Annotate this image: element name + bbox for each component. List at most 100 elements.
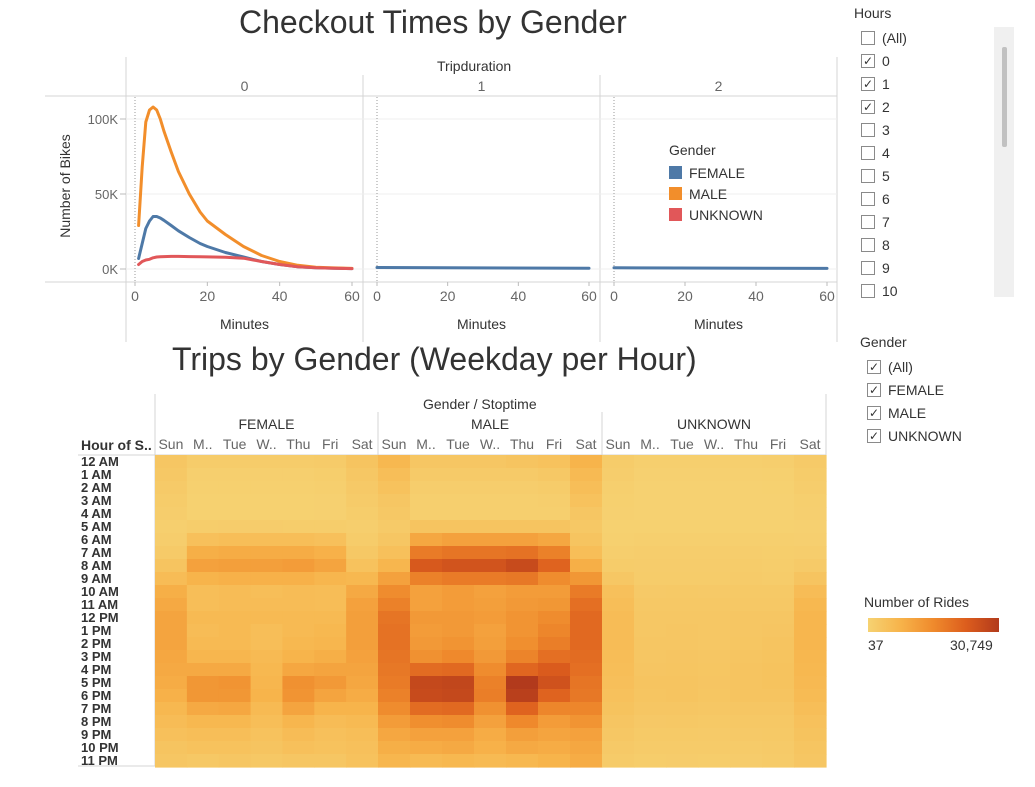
heatmap-cell xyxy=(410,689,443,703)
heatmap-cell xyxy=(250,494,284,508)
hours-filter-item[interactable]: (All) xyxy=(861,28,907,48)
gender-filter-item[interactable]: ✓ MALE xyxy=(867,403,926,423)
hours-checkbox[interactable] xyxy=(861,169,875,183)
heatmap-cell xyxy=(410,741,443,755)
heatmap-cell xyxy=(346,663,379,677)
heatmap-cell xyxy=(570,702,603,716)
heatmap-cell xyxy=(282,559,315,573)
gender-checkbox[interactable]: ✓ xyxy=(867,406,881,420)
heatmap-cell xyxy=(730,598,763,612)
heatmap-cell xyxy=(794,754,827,768)
heatmap-cell xyxy=(282,533,315,547)
hours-filter-item[interactable]: ✓ 1 xyxy=(861,74,890,94)
gender-filter-title: Gender xyxy=(860,334,907,350)
gender-checkbox[interactable]: ✓ xyxy=(867,383,881,397)
heatmap-cell xyxy=(666,728,699,742)
hours-checkbox[interactable] xyxy=(861,215,875,229)
hours-item-label: 8 xyxy=(882,237,890,253)
hours-filter-item[interactable]: 5 xyxy=(861,166,890,186)
day-label: Sat xyxy=(575,436,596,452)
hours-filter-item[interactable]: 4 xyxy=(861,143,890,163)
hours-checkbox[interactable] xyxy=(861,261,875,275)
heatmap-cell xyxy=(282,650,315,664)
panel-header-1: 1 xyxy=(478,78,486,94)
heatmap-cell xyxy=(570,481,603,495)
heatmap-cell xyxy=(186,689,220,703)
heatmap-cell xyxy=(155,598,188,612)
x-tick-label: 40 xyxy=(272,288,288,304)
heatmap-cell xyxy=(186,468,220,482)
heatmap-cell xyxy=(602,624,635,638)
legend-title: Gender xyxy=(669,142,716,158)
gender-filter-item[interactable]: ✓ UNKNOWN xyxy=(867,426,962,446)
heatmap-cell xyxy=(762,598,795,612)
heatmap-cell xyxy=(314,481,347,495)
hour-label: 12 AM xyxy=(81,454,119,469)
heatmap-cell xyxy=(346,533,379,547)
heatmap-cell xyxy=(314,494,347,508)
hours-checkbox[interactable]: ✓ xyxy=(861,54,875,68)
heatmap-cell xyxy=(602,598,635,612)
heatmap-title: Trips by Gender (Weekday per Hour) xyxy=(172,341,697,377)
heatmap-cell xyxy=(442,637,475,651)
heatmap-cell xyxy=(250,520,284,534)
heatmap-cell xyxy=(378,585,411,599)
hour-label: 8 PM xyxy=(81,714,111,729)
heatmap-cell xyxy=(250,455,284,469)
hours-filter-item[interactable]: ✓ 0 xyxy=(861,51,890,71)
hours-filter-item[interactable]: 7 xyxy=(861,212,890,232)
heatmap-cell xyxy=(666,715,699,729)
heatmap-cell xyxy=(794,741,827,755)
hours-checkbox[interactable]: ✓ xyxy=(861,77,875,91)
heatmap-cell xyxy=(442,611,475,625)
heatmap-cell xyxy=(186,507,220,521)
hours-checkbox[interactable]: ✓ xyxy=(861,100,875,114)
gender-filter-item[interactable]: ✓ FEMALE xyxy=(867,380,944,400)
hours-filter-item[interactable]: 9 xyxy=(861,258,890,278)
hours-filter-item[interactable]: 10 xyxy=(861,281,898,298)
heatmap-cell xyxy=(250,533,284,547)
heatmap-cell xyxy=(474,650,507,664)
legend-label-male: MALE xyxy=(689,185,728,202)
gender-checkbox[interactable]: ✓ xyxy=(867,429,881,443)
series-line-female xyxy=(612,266,829,270)
heatmap-cell xyxy=(698,455,731,469)
hours-filter-scroll-thumb[interactable] xyxy=(1002,47,1007,147)
hour-label: 1 PM xyxy=(81,623,111,638)
hours-filter-item[interactable]: 6 xyxy=(861,189,890,209)
heatmap-cell xyxy=(602,468,635,482)
heatmap-cell xyxy=(282,715,315,729)
gender-checkbox[interactable]: ✓ xyxy=(867,360,881,374)
heatmap-cell xyxy=(538,676,571,690)
hours-checkbox[interactable] xyxy=(861,146,875,160)
heatmap-cell xyxy=(538,494,571,508)
hours-filter-item[interactable]: ✓ 2 xyxy=(861,97,890,117)
gender-filter-item[interactable]: ✓ (All) xyxy=(867,357,913,377)
heatmap-cell xyxy=(506,598,539,612)
heatmap-cell xyxy=(506,715,539,729)
hour-label: 10 AM xyxy=(81,584,119,599)
day-label: W.. xyxy=(256,436,276,452)
heatmap-cell xyxy=(634,754,667,768)
heatmap-cell xyxy=(155,585,188,599)
hours-checkbox[interactable] xyxy=(861,123,875,137)
heatmap-cell xyxy=(250,702,284,716)
hours-checkbox[interactable] xyxy=(861,31,875,45)
hours-filter-item[interactable]: 8 xyxy=(861,235,890,255)
heatmap-cell xyxy=(794,650,827,664)
gender-item-label: (All) xyxy=(888,359,913,375)
heatmap-cell xyxy=(538,637,571,651)
heatmap-column-header: Gender / Stoptime xyxy=(423,396,537,412)
hours-checkbox[interactable] xyxy=(861,238,875,252)
x-tick-label: 20 xyxy=(200,288,216,304)
heatmap-cell xyxy=(698,650,731,664)
heatmap-cell xyxy=(570,559,603,573)
hours-checkbox[interactable] xyxy=(861,284,875,298)
heatmap-cell xyxy=(314,572,347,586)
heatmap-cell xyxy=(506,507,539,521)
hours-checkbox[interactable] xyxy=(861,192,875,206)
hours-filter-item[interactable]: 3 xyxy=(861,120,890,140)
x-tick-label: 60 xyxy=(344,288,360,304)
hours-filter-scrollbar[interactable] xyxy=(994,27,1014,297)
day-label: Fri xyxy=(546,436,562,452)
